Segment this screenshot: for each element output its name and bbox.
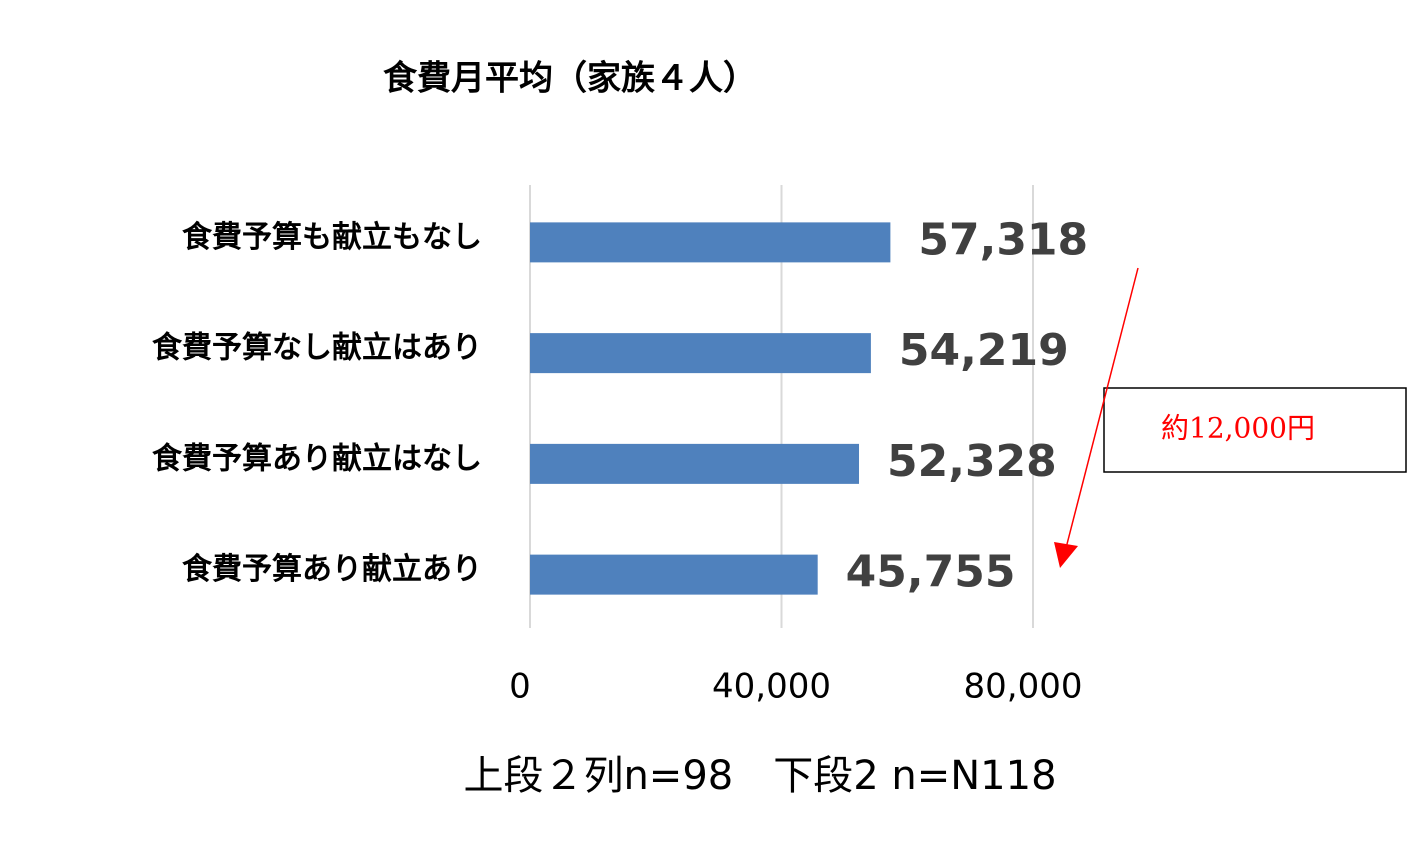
bar xyxy=(530,443,860,484)
bar xyxy=(530,554,818,595)
y-tick-label: 食費予算も献立もなし xyxy=(182,220,482,255)
annotation: 約12,000円 xyxy=(1161,412,1315,445)
annotation-box xyxy=(1103,387,1407,473)
x-tick-label: 40,000 xyxy=(712,667,831,707)
y-tick-label: 食費予算あり献立はなし xyxy=(152,441,482,476)
bar xyxy=(530,333,871,374)
arrow xyxy=(1065,267,1139,549)
value-label: 45,755 xyxy=(846,547,1016,598)
x-tick-label: 80,000 xyxy=(964,667,1083,707)
chart-title: 食費月平均（家族４人） xyxy=(383,59,757,99)
x-tick-label: 0 xyxy=(509,667,531,707)
footnote: 上段２列n=98 下段2 n=N118 xyxy=(463,753,1056,799)
arrow-head xyxy=(1054,542,1078,568)
y-tick-label: 食費予算あり献立あり xyxy=(182,552,482,587)
value-label: 52,328 xyxy=(887,436,1057,487)
y-tick-label: 食費予算なし献立はあり xyxy=(152,331,482,366)
bar xyxy=(530,222,891,263)
value-label: 57,318 xyxy=(918,214,1088,265)
value-label: 54,219 xyxy=(899,325,1069,376)
